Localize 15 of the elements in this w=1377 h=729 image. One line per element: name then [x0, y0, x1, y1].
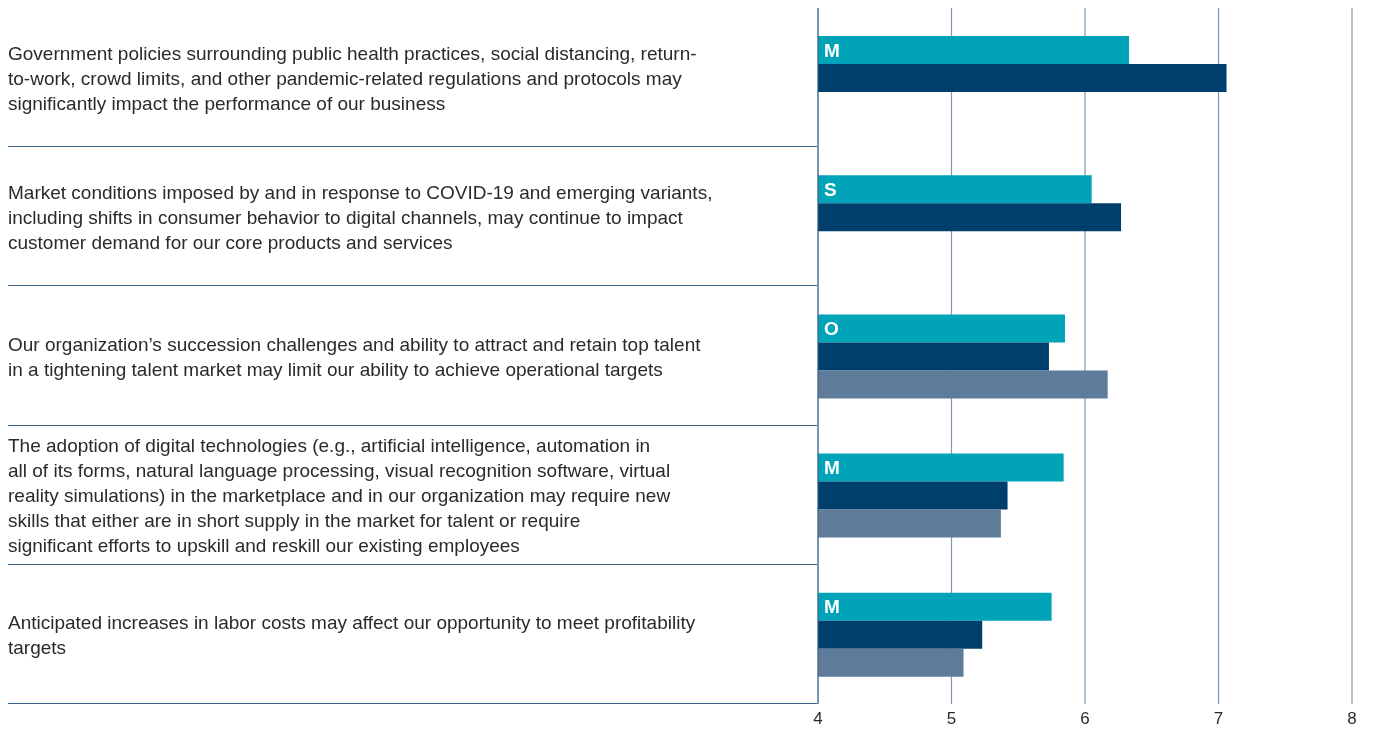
x-tick-label: 6 — [1080, 709, 1090, 729]
x-tick-label: 7 — [1213, 709, 1224, 729]
data-label: S — [824, 178, 837, 200]
y-tick-label: Government policies surrounding public health practices, social distancing, return-to-work, crowd limits, and other pandemic-related regulations and protocols may significantly impact the performance of our business — [8, 42, 697, 114]
x-tick-label: 8 — [1347, 709, 1357, 729]
data-label: M — [824, 39, 840, 61]
y-tick-label: The adoption of digital technologies (e.g., artificial intelligence, automation in all of its forms, natural language processing, visual recognition software, virtual reality simulations) in the marketplace and in our organization may require new skills that either are in short supply in the market for talent or require significant efforts to upskill and reskill our existing employees — [8, 434, 671, 556]
y-tick-label: Our organization’s succession challenges and ability to attract and retain top talent in a tightening talent market may limit our ability to achieve operational targets — [8, 333, 702, 379]
y-tick-label: Market conditions imposed by and in response to COVID-19 and emerging variants, including shifts in consumer behavior to digital channels, may continue to impact customer demand for our core products and services — [8, 181, 713, 253]
x-tick-label: 5 — [946, 709, 957, 729]
data-label: O — [824, 317, 839, 339]
data-label: M — [824, 457, 840, 479]
y-tick-label: Anticipated increases in labor costs may affect our opportunity to meet profitability targets — [8, 611, 696, 658]
data-label: M — [824, 596, 840, 618]
x-tick-label: 4 — [813, 709, 823, 729]
